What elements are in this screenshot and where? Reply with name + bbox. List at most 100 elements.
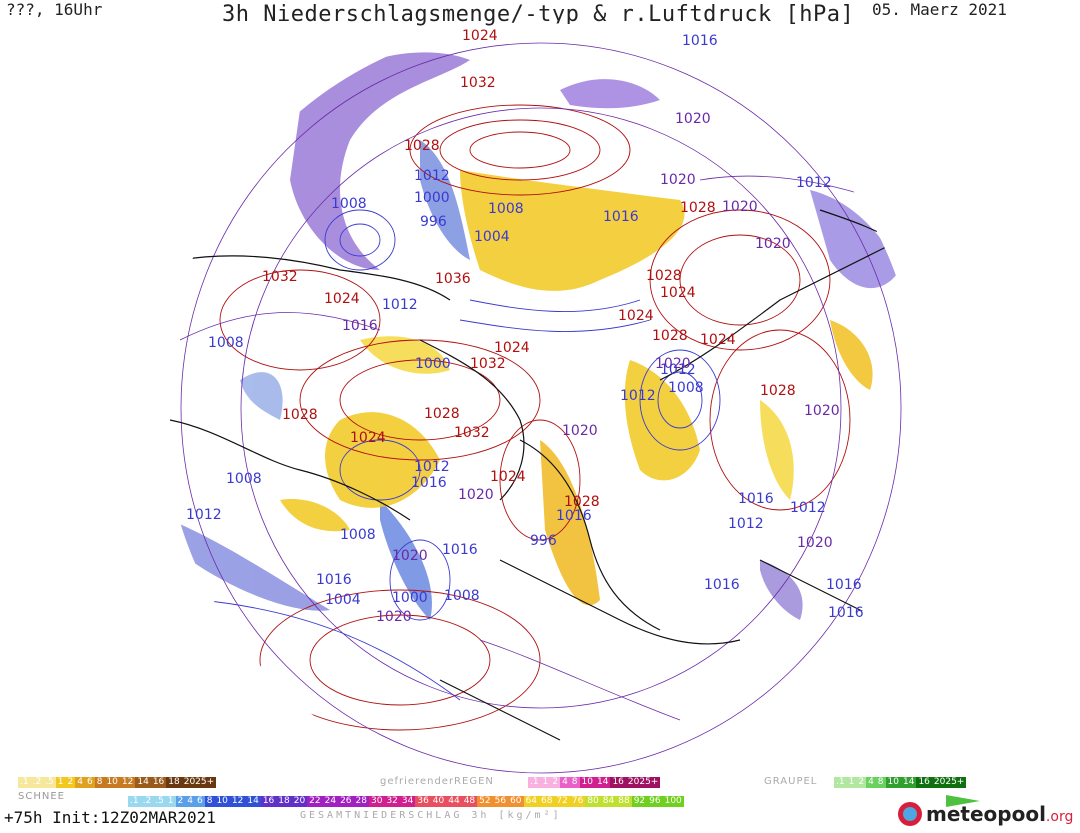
legend-step: 1	[165, 796, 176, 807]
legend-step: 88	[616, 796, 632, 807]
logo-icon	[898, 802, 922, 826]
legend-step: 52	[477, 796, 493, 807]
isobar-label: 1028	[680, 200, 716, 216]
isobar-label: 1020	[722, 199, 758, 215]
legend-step: 18	[276, 796, 292, 807]
legend-step: .2	[30, 777, 44, 788]
isobar-label: 996	[530, 533, 557, 549]
isobar-label: 1024	[462, 28, 498, 44]
legend-step: 68	[538, 796, 555, 807]
legend-step: 8	[94, 777, 105, 788]
isobar-label: 1012	[620, 388, 656, 404]
legend-step: 2	[65, 777, 76, 788]
legend-step: 60	[508, 796, 524, 807]
legend-step: 16	[610, 777, 626, 788]
isobar-label: 1024	[660, 285, 696, 301]
forecast-date: 05. Maerz 2021	[872, 0, 1007, 19]
legend-step: 16	[150, 777, 167, 788]
legend-step: 72	[554, 796, 570, 807]
legend-step: 96	[647, 796, 663, 807]
isobar-label: 1008	[444, 588, 480, 604]
legend-step: 2025+	[625, 777, 661, 788]
legend-step: 14	[900, 777, 917, 788]
legend-step: 6	[194, 796, 205, 807]
isobar-label: 1028	[404, 138, 440, 154]
legend-step: 16	[260, 796, 277, 807]
isobar-label: 1024	[324, 291, 360, 307]
isobar-label: 1000	[414, 190, 450, 206]
isobar-label: 1008	[208, 335, 244, 351]
isobar-label: 1024	[350, 430, 386, 446]
graupel-label: GRAUPEL	[764, 776, 818, 787]
isobar-label: 1020	[392, 548, 428, 564]
brand-logo[interactable]: meteopool.org	[898, 802, 1073, 826]
forecast-time-label: ???, 16Uhr	[6, 0, 103, 19]
isobar-label: 1020	[458, 487, 494, 503]
isobar-label: 1024	[490, 469, 526, 485]
snow-areas	[170, 52, 900, 620]
isobar-label: 1020	[804, 403, 840, 419]
regen-scale: .1 1 2 4 8 10 14 16 2025+	[528, 777, 661, 788]
legend-step: 80	[585, 796, 601, 807]
total-precip-label: GESAMTNIEDERSCHLAG 3h [kg/m²]	[300, 810, 562, 821]
isobar-label: 1012	[728, 516, 764, 532]
legend-step: 2	[856, 777, 867, 788]
legend-step: 36	[415, 796, 431, 807]
isobar-label: 1032	[454, 425, 490, 441]
init-time: +75h Init:12Z02MAR2021	[4, 808, 216, 827]
legend-step: 4	[185, 796, 195, 807]
isobars-mid	[179, 42, 902, 774]
legend-step: .1	[18, 777, 31, 788]
legend-step: .1	[834, 777, 847, 788]
isobar-label: 1024	[494, 340, 530, 356]
brand-tld: .org	[1045, 809, 1074, 825]
legend-step: .5	[43, 777, 56, 788]
legend-step: 84	[600, 796, 617, 807]
legend-step: 4	[560, 777, 570, 788]
isobar-label: 1020	[655, 356, 691, 372]
legend-step: 2	[550, 777, 561, 788]
legend-step: 2025+	[931, 777, 967, 788]
isobar-label: 1024	[618, 308, 654, 324]
isobar-label: 1016	[603, 209, 639, 225]
legend-step: 10	[214, 796, 230, 807]
legend-step: 22	[307, 796, 323, 807]
legend-step: 4	[75, 777, 85, 788]
legend-step: 30	[368, 796, 385, 807]
isobar-label: 1028	[424, 406, 460, 422]
isobar-label: 1016	[828, 605, 864, 621]
legend-step: 44	[446, 796, 462, 807]
isobar-label: 1028	[646, 268, 682, 284]
gesamt-arrow-icon	[946, 795, 980, 807]
gesamt-scale: .1.2.5 1 2 4 6 8 10 12 14 16 18 20 22 24 26 28 30 32 34 36 4…	[128, 796, 684, 807]
rain-areas	[280, 170, 873, 606]
legend-step: 48	[461, 796, 478, 807]
legend-step: .1	[528, 777, 541, 788]
legend-step: 12	[119, 777, 136, 788]
isobar-label: 1020	[675, 111, 711, 127]
isobar-label: 1012	[186, 507, 222, 523]
legend-step: 12	[229, 796, 246, 807]
isobar-label: 1016	[411, 475, 447, 491]
isobar-label: 1032	[262, 269, 298, 285]
isobar-label: 1012	[790, 500, 826, 516]
isobar-label: 1020	[797, 535, 833, 551]
graupel-scale: .1 1 2 4 8 10 14 16 2025+	[834, 777, 967, 788]
legend-step: 40	[430, 796, 447, 807]
legend-step: 8	[204, 796, 215, 807]
legend-step: 92	[631, 796, 648, 807]
isobar-label: 1028	[564, 494, 600, 510]
isobar-label: 1008	[488, 201, 524, 217]
legend-step: 16	[916, 777, 932, 788]
legend-step: 56	[492, 796, 509, 807]
isobars-high	[219, 104, 851, 731]
legend-step: 2	[175, 796, 186, 807]
isobar-label: 1016	[704, 577, 740, 593]
legend-step: 1	[55, 777, 66, 788]
legend-step: 14	[594, 777, 611, 788]
isobar-label: 1036	[435, 271, 471, 287]
brand-name: meteopool	[926, 802, 1046, 826]
chart-title: 3h Niederschlagsmenge/-typ & r.Luftdruck…	[222, 2, 855, 27]
isobar-label: 1012	[414, 168, 450, 184]
isobar-label: 1016	[442, 542, 478, 558]
